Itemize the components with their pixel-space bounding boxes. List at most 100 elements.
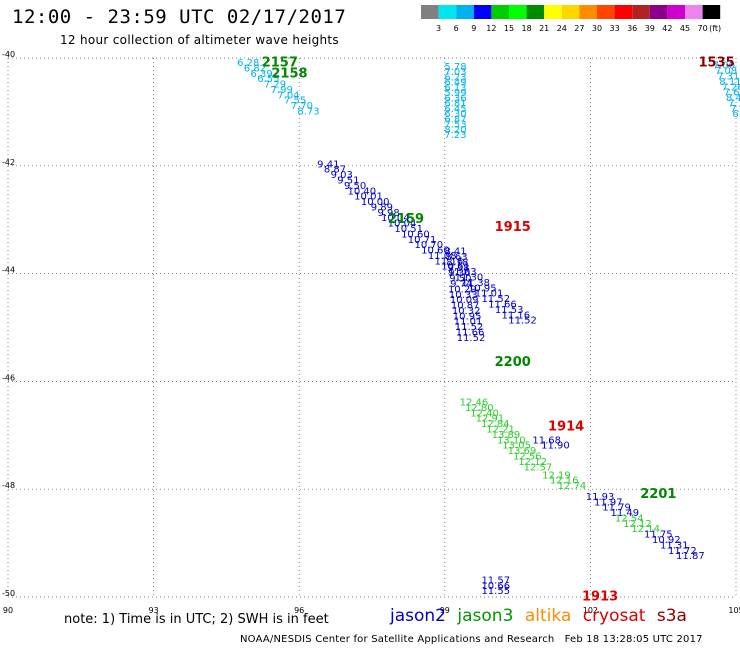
y-tick-label: -46 xyxy=(2,373,15,382)
wave-height-value: 11.30 xyxy=(455,273,484,284)
wave-height-value: 12.91 xyxy=(476,414,505,425)
wave-height-value: 6.36 xyxy=(444,93,466,104)
wave-height-value: 5.78 xyxy=(444,62,466,73)
wave-height-value: 11.97 xyxy=(594,497,623,508)
y-tick-label: -48 xyxy=(2,481,15,490)
wave-height-value: 11.66 xyxy=(488,299,517,310)
pass-number-label: 2159 xyxy=(388,212,424,227)
wave-height-value: 12.80 xyxy=(465,403,494,414)
color-swatch xyxy=(561,5,580,19)
wave-height-value: 10.71 xyxy=(408,235,437,246)
wave-height-value: 11.72 xyxy=(668,546,697,557)
wave-height-value: 8.73 xyxy=(297,107,319,118)
wave-height-value: 10.33 xyxy=(449,290,478,301)
wave-height-value: 12.54 xyxy=(615,513,644,524)
wave-height-value: 10.95 xyxy=(468,283,497,294)
wave-height-value: 7.53 xyxy=(444,120,466,131)
wave-height-value: 9.50 xyxy=(449,274,471,285)
color-scale-label: 6 xyxy=(454,24,459,33)
wave-height-value: 11.38 xyxy=(461,278,490,289)
wave-height-value: 12.14 xyxy=(631,524,660,535)
wave-height-value: 7.29 xyxy=(264,80,286,91)
credit-line: NOAA/NESDIS Center for Satellite Applica… xyxy=(240,634,703,645)
wave-height-value: 12.21 xyxy=(486,425,515,436)
wave-height-value: 10.04 xyxy=(388,219,417,230)
wave-height-value: 12.16 xyxy=(550,476,579,487)
wave-height-value: 7.70 xyxy=(291,101,313,112)
wave-height-value: 6.39 xyxy=(251,69,273,80)
sat-cryosat: cryosat xyxy=(582,606,646,626)
color-scale-label: 30 xyxy=(592,24,602,33)
wave-height-value: 9.89 xyxy=(371,202,393,213)
color-swatch xyxy=(632,5,650,19)
wave-height-value: 7.00 xyxy=(713,61,735,72)
y-tick-label: -42 xyxy=(2,158,15,167)
sat-jason2: jason2 xyxy=(390,606,446,626)
wave-height-value: 7.26 xyxy=(721,82,740,93)
color-swatch xyxy=(438,5,457,19)
wave-height-value: 8.63 xyxy=(445,252,467,263)
wave-height-value: 10.29 xyxy=(448,284,477,295)
wave-height-value: 7.23 xyxy=(444,130,466,141)
wave-height-value: 10.01 xyxy=(354,192,383,203)
color-scale-label: 24 xyxy=(557,24,567,33)
wave-height-value: 10.51 xyxy=(394,224,423,235)
wave-height-value: 7.44 xyxy=(730,104,740,115)
pass-number-label: 2201 xyxy=(640,487,676,502)
wave-height-value: 10.66 xyxy=(481,581,510,592)
wave-height-value: 10.40 xyxy=(347,186,376,197)
color-swatch xyxy=(456,5,474,19)
wave-height-value: 11.57 xyxy=(481,575,510,586)
wave-height-value: 11.66 xyxy=(456,328,485,339)
wave-height-value: 13.89 xyxy=(492,430,521,441)
color-swatch xyxy=(526,5,545,19)
wave-height-value: 12.12 xyxy=(518,457,547,468)
wave-height-value: 11.52 xyxy=(481,294,510,305)
pass-number-label: 2157 xyxy=(262,56,298,71)
color-swatch xyxy=(667,5,685,19)
y-tick-label: -40 xyxy=(2,50,15,59)
wave-height-value: 6.81 xyxy=(444,99,466,110)
wave-height-value: 9.41 xyxy=(317,159,339,170)
color-scale-label: 15 xyxy=(504,24,514,33)
color-scale-label: 42 xyxy=(662,24,672,33)
color-scale-label: 33 xyxy=(610,24,620,33)
pass-number-label: 1914 xyxy=(548,420,584,435)
color-scale-label: 70 xyxy=(698,24,708,33)
pass-number-label: 1913 xyxy=(582,589,618,604)
wave-height-value: 10.95 xyxy=(453,311,482,322)
color-swatch xyxy=(491,5,509,19)
wave-height-value: 12.57 xyxy=(524,462,553,473)
color-scale-label: 9 xyxy=(471,24,476,33)
wave-height-value: 6.28 xyxy=(237,58,259,69)
wave-height-value: 11.55 xyxy=(481,586,510,597)
wave-height-value: 11.03 xyxy=(448,267,477,278)
wave-height-value: 10.32 xyxy=(452,306,481,317)
wave-height-value: 6.55 xyxy=(257,74,279,85)
wave-height-value: 10.09 xyxy=(450,295,479,306)
wave-height-value: 8.44 xyxy=(726,93,740,104)
wave-height-value: 12.56 xyxy=(513,451,542,462)
wave-height-value: 13.10 xyxy=(497,435,526,446)
wave-height-value: 7.99 xyxy=(271,85,293,96)
wave-height-value: 10.92 xyxy=(652,535,681,546)
wave-height-value: 12.84 xyxy=(481,419,510,430)
wave-height-value: 11.31 xyxy=(660,540,689,551)
wave-height-value: 11.75 xyxy=(644,530,673,541)
wave-height-value: 10.70 xyxy=(414,240,443,251)
sat-jason3: jason3 xyxy=(457,606,514,626)
x-tick-label: 105 xyxy=(728,606,740,615)
wave-height-value: 10.61 xyxy=(441,262,470,273)
wave-height-value: 6.30 xyxy=(444,109,466,120)
wave-height-value: 7.66 xyxy=(724,88,740,99)
wave-height-value: 11.53 xyxy=(495,305,524,316)
wave-height-value: 8.41 xyxy=(444,247,466,258)
wave-height-value: 12.40 xyxy=(470,408,499,419)
color-scale-label: 36 xyxy=(627,24,637,33)
color-swatch xyxy=(614,5,633,19)
wave-height-value: 11.01 xyxy=(454,317,483,328)
color-swatch xyxy=(702,5,721,19)
color-swatch xyxy=(473,5,492,19)
satellite-legend: jason2 jason3 altika cryosat s3a xyxy=(390,606,693,626)
